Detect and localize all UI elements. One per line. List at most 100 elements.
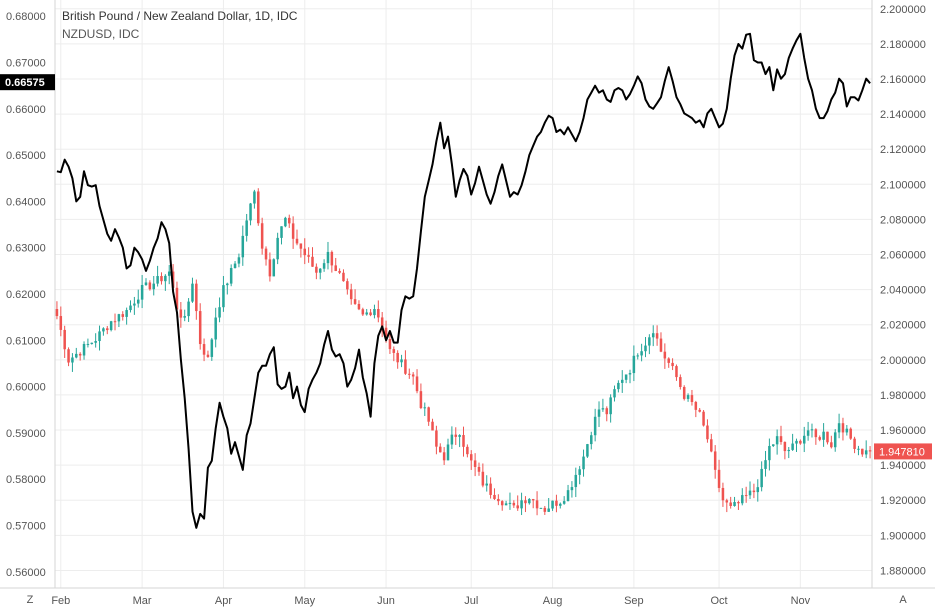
left-tick-label: 0.61000 bbox=[6, 335, 46, 347]
time-tick-label: Mar bbox=[133, 595, 152, 607]
candle-body bbox=[373, 309, 376, 316]
candle-body bbox=[686, 395, 690, 399]
candle-body bbox=[756, 487, 760, 493]
candle-body bbox=[710, 439, 713, 452]
candle-body bbox=[555, 500, 558, 506]
candle-body bbox=[233, 263, 237, 269]
candle-body bbox=[520, 500, 523, 509]
left-tick-label: 0.63000 bbox=[6, 243, 46, 255]
candle-body bbox=[86, 343, 90, 345]
candle-body bbox=[466, 446, 469, 455]
candle-body bbox=[772, 444, 775, 446]
nzdusd-overlay-line bbox=[56, 32, 871, 529]
candle-body bbox=[268, 259, 272, 277]
time-tick-label: May bbox=[294, 595, 315, 607]
candle-body bbox=[195, 283, 198, 312]
candle-body bbox=[59, 316, 63, 330]
candle-body bbox=[237, 257, 241, 264]
candle-body bbox=[198, 311, 202, 345]
candle-body bbox=[260, 223, 264, 249]
time-tick-label: Nov bbox=[791, 595, 811, 607]
candle-body bbox=[284, 217, 287, 227]
candle-body bbox=[400, 359, 403, 363]
right-last-value-label: 1.947810 bbox=[879, 446, 925, 458]
candle-body bbox=[419, 391, 423, 409]
candle-body bbox=[222, 285, 225, 308]
candle-body bbox=[202, 344, 206, 355]
candle-body bbox=[768, 445, 771, 461]
candle-body bbox=[764, 460, 767, 469]
left-tick-label: 0.64000 bbox=[6, 196, 46, 208]
right-tick-label: 1.960000 bbox=[880, 425, 926, 437]
candle-body bbox=[318, 268, 322, 273]
candle-body bbox=[667, 358, 670, 363]
candle-body bbox=[342, 272, 345, 282]
candle-body bbox=[597, 409, 601, 417]
candle-body bbox=[392, 349, 396, 353]
candle-body bbox=[578, 469, 581, 475]
candle-body bbox=[822, 431, 825, 440]
candle-body bbox=[454, 434, 458, 437]
candle-body bbox=[384, 327, 388, 340]
candle-body bbox=[380, 317, 384, 328]
candle-body bbox=[624, 374, 628, 380]
candle-body bbox=[500, 501, 504, 506]
candle-body bbox=[295, 238, 299, 244]
candle-body bbox=[613, 389, 616, 398]
candle-body bbox=[818, 437, 821, 440]
left-tick-label: 0.67000 bbox=[6, 58, 46, 70]
candle-body bbox=[365, 312, 368, 315]
candle-body bbox=[559, 503, 562, 506]
candle-body bbox=[264, 248, 268, 260]
candle-body bbox=[125, 310, 128, 317]
candle-body bbox=[512, 502, 516, 506]
candle-body bbox=[187, 301, 190, 317]
candle-body bbox=[164, 275, 167, 282]
candle-body bbox=[729, 502, 732, 506]
right-tick-label: 2.020000 bbox=[880, 320, 926, 332]
timezone-button[interactable]: Z bbox=[26, 594, 34, 606]
left-last-value-tag bbox=[0, 74, 55, 91]
candle-body bbox=[191, 283, 194, 302]
right-tick-label: 1.920000 bbox=[880, 495, 926, 507]
candle-body bbox=[582, 456, 585, 470]
candle-body bbox=[690, 395, 694, 402]
candle-body bbox=[369, 312, 372, 316]
candle-body bbox=[528, 499, 531, 504]
candle-body bbox=[338, 270, 341, 273]
candle-body bbox=[253, 191, 256, 204]
candle-body bbox=[721, 487, 725, 501]
candle-body bbox=[531, 499, 535, 501]
time-tick-label: Jul bbox=[464, 595, 478, 607]
candle-body bbox=[67, 349, 70, 363]
candle-body bbox=[547, 508, 550, 512]
candle-body bbox=[806, 430, 810, 436]
time-tick-label: Jun bbox=[377, 595, 395, 607]
candle-body bbox=[167, 271, 171, 276]
candle-body bbox=[55, 309, 59, 317]
overlay-symbol-label: NZDUSD, IDC bbox=[62, 27, 140, 41]
left-tick-label: 0.65000 bbox=[6, 150, 46, 162]
candle-body bbox=[411, 374, 415, 377]
candle-body bbox=[206, 354, 210, 357]
right-tick-label: 2.080000 bbox=[880, 214, 926, 226]
auto-scale-button[interactable]: A bbox=[899, 594, 907, 606]
candle-body bbox=[535, 500, 539, 509]
candle-body bbox=[679, 377, 682, 387]
candle-body bbox=[868, 450, 872, 452]
candle-body bbox=[717, 469, 721, 488]
candle-body bbox=[636, 355, 640, 357]
candle-body bbox=[698, 409, 701, 412]
candle-body bbox=[404, 359, 407, 374]
candle-body bbox=[760, 468, 763, 488]
candle-body bbox=[299, 243, 303, 249]
candle-body bbox=[462, 435, 465, 447]
candle-body bbox=[133, 303, 136, 306]
candle-body bbox=[427, 407, 430, 422]
candle-body bbox=[334, 265, 337, 271]
candle-body bbox=[830, 442, 833, 448]
candle-body bbox=[640, 351, 643, 356]
left-tick-label: 0.60000 bbox=[6, 382, 46, 394]
